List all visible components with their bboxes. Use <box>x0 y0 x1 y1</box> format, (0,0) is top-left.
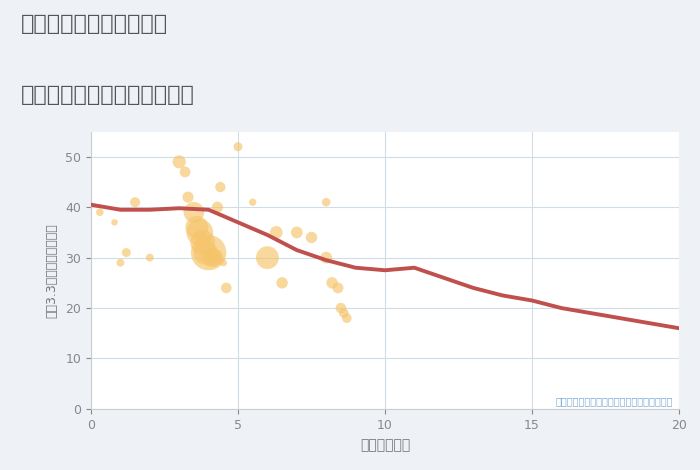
Point <box>335 304 346 312</box>
Point <box>306 234 317 241</box>
Point <box>109 219 120 226</box>
Point <box>94 209 106 216</box>
Point <box>130 198 141 206</box>
Point <box>232 143 244 150</box>
Point <box>271 229 282 236</box>
Point <box>197 239 209 246</box>
Point <box>183 193 194 201</box>
Point <box>203 249 214 256</box>
Point <box>218 259 229 266</box>
Point <box>115 259 126 266</box>
Point <box>276 279 288 287</box>
Point <box>120 249 132 256</box>
Text: 愛知県愛西市上東川町の: 愛知県愛西市上東川町の <box>21 14 168 34</box>
Point <box>215 183 226 191</box>
Point <box>291 229 302 236</box>
Point <box>206 254 217 261</box>
Point <box>262 254 273 261</box>
Point <box>321 254 332 261</box>
Point <box>321 198 332 206</box>
Point <box>341 314 352 322</box>
Point <box>200 249 211 256</box>
Text: 円の大きさは、取引のあった物件面積を示す: 円の大きさは、取引のあった物件面積を示す <box>556 396 673 407</box>
Point <box>188 209 199 216</box>
Point <box>174 158 185 165</box>
Y-axis label: 坪（3.3㎡）単価（万円）: 坪（3.3㎡）単価（万円） <box>46 223 58 318</box>
Point <box>194 229 205 236</box>
Point <box>144 254 155 261</box>
Point <box>209 254 220 261</box>
Point <box>338 309 349 317</box>
Point <box>326 279 337 287</box>
Text: 駅距離別中古マンション価格: 駅距離別中古マンション価格 <box>21 85 195 105</box>
Point <box>191 224 202 231</box>
Point <box>179 168 190 176</box>
Point <box>220 284 232 292</box>
Point <box>212 204 223 211</box>
X-axis label: 駅距離（分）: 駅距離（分） <box>360 439 410 453</box>
Point <box>247 198 258 206</box>
Point <box>332 284 344 292</box>
